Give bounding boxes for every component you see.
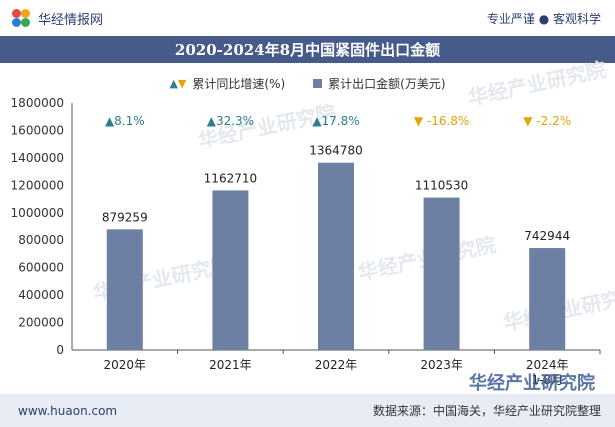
x-tick-label-3: 2023年 [420,358,463,372]
growth-label-3: ▼ -16.8% [414,114,470,128]
legend: ▲ ▼ 累计同比增速(%) 累计出口金额(万美元) [0,74,615,92]
brand-name: 华经情报网 [38,12,104,28]
x-tick-label-2: 2022年 [315,358,358,372]
chart-title-bar: 2020-2024年8月中国紧固件出口金额 [0,36,615,63]
y-tick-label-2: 400000 [18,288,64,302]
y-tick-label-9: 1800000 [11,96,64,110]
footer-source: 数据来源：中国海关，华经产业研究院整理 [372,404,601,418]
growth-label-2: ▲17.8% [312,114,359,128]
y-tick-label-3: 600000 [18,261,64,275]
y-tick-label-7: 1400000 [11,151,64,165]
bar-value-label-2: 1364780 [309,144,362,158]
tagline: 专业严谨 ● 客观科学 [486,11,601,26]
x-tick-label-4-line1: 1-8月 [531,373,563,387]
bar-0 [106,229,143,350]
y-tick-label-5: 1000000 [11,206,64,220]
triangle-down-icon: ▼ [177,76,187,90]
y-tick-label-8: 1600000 [11,123,64,137]
bar-4 [529,248,566,350]
footer-url[interactable]: www.huaon.com [18,403,118,418]
y-tick-label-6: 1200000 [11,178,64,192]
x-tick-label-0: 2020年 [104,358,147,372]
bar-3 [423,197,460,350]
x-tick-label-4: 2024年 [526,358,569,372]
y-tick-label-4: 800000 [18,233,64,247]
brand[interactable]: 华经情报网 [12,9,103,28]
bar-value-label-3: 1110530 [415,179,468,193]
chart-title: 2020-2024年8月中国紧固件出口金额 [174,41,441,59]
bar-value-label-4: 742944 [524,229,570,243]
legend-swatch-bar [313,78,323,88]
y-tick-label-0: 0 [56,343,64,357]
corner-watermark: 华经产业研究院 [469,373,595,394]
triangle-up-icon: ▲ [169,76,178,90]
watermark-text-3: 华经产业研究院 [466,57,608,110]
bar-2 [318,162,354,350]
x-tick-label-1: 2021年 [209,358,252,372]
bar-value-label-1: 1162710 [204,171,257,185]
brand-logo-icon [12,9,30,27]
bar-1 [212,190,249,350]
growth-label-0: ▲8.1% [105,114,145,128]
bar-value-label-0: 879259 [102,210,148,224]
growth-label-1: ▲32.3% [207,114,254,128]
growth-label-4: ▼ -2.2% [523,114,571,128]
legend-growth-label: 累计同比增速(%) [192,76,286,91]
top-bar: 华经情报网 专业严谨 ● 客观科学 [0,0,615,36]
legend-amount-label: 累计出口金额(万美元) [328,76,446,91]
legend-item-growth: ▲ ▼ 累计同比增速(%) [169,75,285,92]
footer: www.huaon.com 数据来源：中国海关，华经产业研究院整理 [0,394,615,427]
legend-item-amount: 累计出口金额(万美元) [313,75,446,92]
y-tick-label-1: 200000 [18,316,64,330]
